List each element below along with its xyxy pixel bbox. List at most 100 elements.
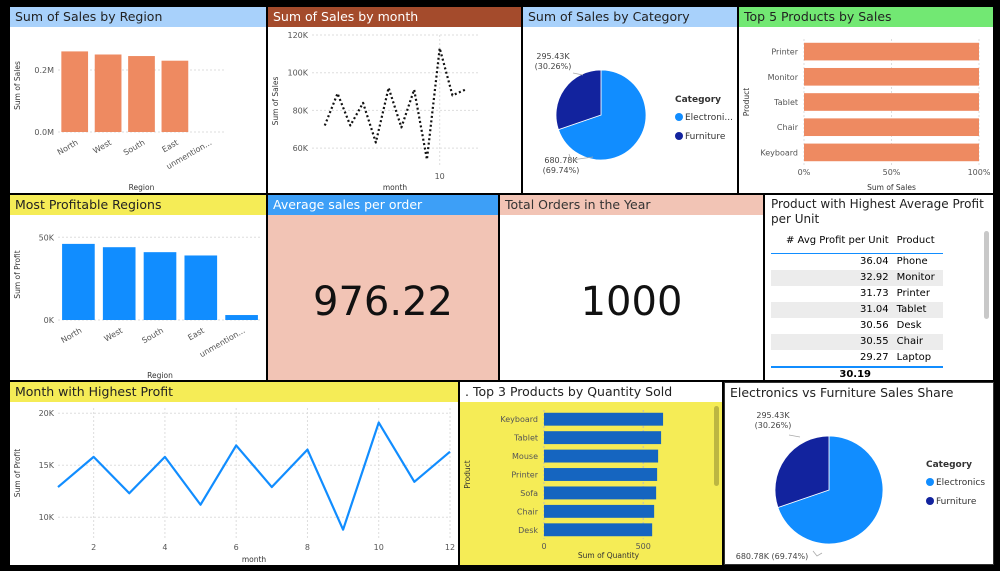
bar-north [61,51,89,132]
table-row[interactable]: 31.73 Printer [771,285,943,302]
bar-keyboard [544,412,664,426]
table-scrollbar[interactable] [984,231,989,319]
profit-total: 30.19 [839,368,871,380]
column-header-avg-profit[interactable]: # Avg Profit per Unit [771,231,895,254]
x-axis-label: Sum of Quantity [578,551,640,560]
cell-avg-profit: 36.04 [860,256,889,268]
cell-product: Laptop [896,352,932,363]
panel-sales-by-category[interactable]: Sum of Sales by Category 680.78K (69.74%)… [523,7,737,193]
legend-label: Furniture [685,132,726,142]
bar-chair [804,118,979,137]
bar-sofa [544,486,657,500]
panel-title: Sum of Sales by Region [10,7,266,27]
table-row[interactable]: 30.55 Chair [771,333,943,350]
leader-line [788,434,801,438]
y-tick-label: 10K [39,513,55,522]
panel-title: Electronics vs Furniture Sales Share [725,383,993,403]
leader-line [568,153,594,161]
cell-avg-profit: 29.27 [860,352,889,363]
x-tick-label: 2 [91,543,96,552]
panel-most-profitable-regions[interactable]: Most Profitable Regions 0K 50K North West So… [10,195,266,380]
legend-marker [675,113,683,121]
panel-title: Sum of Sales by month [268,7,521,27]
panel-top5-products[interactable]: Top 5 Products by Sales 0% 50% 100% Printer… [739,7,993,193]
pie-data-label: 295.43K [536,52,570,61]
bar-desk [544,523,653,537]
x-tick-label: West [103,326,125,344]
table-row[interactable]: 36.04 Phone [771,253,943,270]
pie-data-label: 680.78K [544,156,578,165]
bar-west [102,247,136,320]
pie-data-label: 680.78K (69.74%) [736,552,809,561]
y-tick-label: 15K [39,461,55,470]
y-axis-label: Sum of Sales [13,61,22,110]
panel-sales-by-month[interactable]: Sum of Sales by month 60K 80K 100K 120K 10 mo… [268,7,521,193]
panel-month-highest-profit[interactable]: Month with Highest Profit 10K 15K 20K 2 4 6 8 1… [10,382,458,565]
panel-title: . Top 3 Products by Quantity Sold [460,382,722,402]
column-header-product[interactable]: Product [895,231,943,254]
leader-line [812,550,823,557]
panel-total-orders[interactable]: Total Orders in the Year 1000 [500,195,763,380]
x-axis-label: month [242,555,267,564]
bar-south [143,252,177,320]
y-tick-label: Keyboard [500,415,538,424]
bar-tablet [544,431,662,445]
pie-slice-furniture [774,435,830,509]
panel-ef-share[interactable]: Electronics vs Furniture Sales Share 680… [724,382,994,565]
x-tick-label: South [122,138,147,157]
legend-title: Category [926,460,972,470]
legend-marker [926,478,934,486]
legend-label: Electroni... [685,113,733,123]
panel-top3-products[interactable]: . Top 3 Products by Quantity Sold 0 500 Ke… [460,382,722,565]
panel-title: Average sales per order [268,195,498,215]
x-tick-label: 0% [798,168,811,177]
series-line [57,421,451,531]
x-tick-label: East [186,326,205,342]
y-axis-label: Product [463,460,472,489]
table-row[interactable]: 30.56 Desk [771,317,943,334]
cell-product: Monitor [896,272,935,283]
chart-month-highest-profit: 10K 15K 20K 2 4 6 8 10 12 month Sum of Profit [13,408,455,564]
bar-west [94,54,122,132]
y-tick-label: Chair [517,507,539,516]
y-tick-label: Mouse [512,452,538,461]
chart-top3-products: 0 500 Keyboard Tablet Mouse Printer Sofa Chair D… [463,406,719,560]
table-row[interactable]: 32.92 Monitor [771,269,943,286]
profit-table-wrap[interactable]: # Avg Profit per Unit Product 36.04 Phone… [771,231,989,380]
y-tick-label: Keyboard [760,148,798,157]
x-tick-label: 12 [445,543,455,552]
y-tick-label: 20K [39,409,55,418]
panel-sales-by-region[interactable]: Sum of Sales by Region 0.0M 0.2M North West… [10,7,266,193]
bar-printer [804,42,979,61]
y-tick-label: Chair [777,123,799,132]
x-tick-label: 8 [305,543,310,552]
y-axis-label: Sum of Profit [13,250,22,298]
y-tick-label: Printer [511,471,538,480]
cell-avg-profit: 32.92 [860,272,889,283]
y-tick-label: 0K [44,316,55,325]
bar-east [161,60,189,133]
table-row[interactable]: 29.27 Laptop [771,349,943,366]
legend-marker [675,132,683,140]
bar-unmention [225,315,258,320]
panel-title: Total Orders in the Year [500,195,763,215]
y-tick-label: 0.2M [34,66,54,75]
y-tick-label: Tablet [773,98,798,107]
panel-avg-sales[interactable]: Average sales per order 976.22 [268,195,498,380]
chart-sales-by-month: 60K 80K 100K 120K 10 month Sum of Sales [271,31,478,192]
y-tick-label: 80K [293,106,309,115]
x-tick-label: West [92,138,114,156]
y-tick-label: 60K [293,144,309,153]
bar-mouse [544,449,659,463]
x-tick-label: 10 [435,172,445,181]
y-tick-label: 50K [39,233,55,242]
panel-highest-profit-unit[interactable]: Product with Highest Average Profit per … [765,195,993,380]
cell-product: Printer [896,288,930,299]
avg-sales-value: 976.22 [313,279,453,325]
bar-keyboard [804,143,979,162]
bar-north [62,243,95,320]
cell-avg-profit: 30.55 [860,336,889,347]
table-row[interactable]: 31.04 Tablet [771,301,943,318]
